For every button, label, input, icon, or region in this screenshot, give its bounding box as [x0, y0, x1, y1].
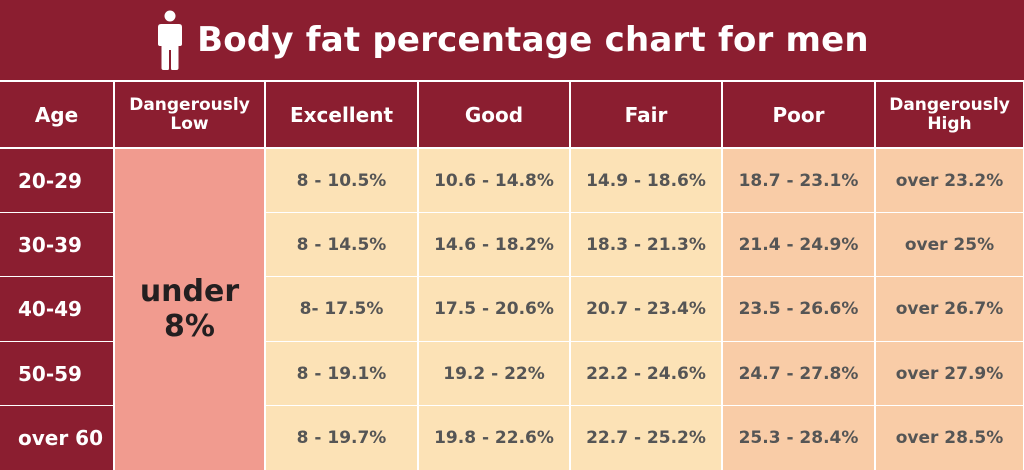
value-cell-dangerously-high: over 26.7% [876, 277, 1023, 341]
header-label-line: Poor [772, 102, 825, 127]
value-cell-poor: 21.4 - 24.9% [723, 213, 874, 276]
value-cell-good: 19.2 - 22% [419, 342, 569, 405]
header-label-line: Low [170, 113, 209, 134]
dangerously-low-cell: under 8% [115, 149, 264, 470]
header-label: Good [465, 104, 523, 126]
value-cell-fair: 22.2 - 24.6% [571, 342, 721, 405]
header-good: Good [419, 82, 569, 147]
header-label-line: Dangerously [129, 94, 250, 115]
value-cell-poor: 24.7 - 27.8% [723, 342, 874, 405]
header-label: Dangerously High [889, 96, 1010, 133]
header-dangerously-low: Dangerously Low [115, 82, 264, 147]
header-label: Excellent [290, 104, 393, 126]
value-cell-excellent: 8- 17.5% [266, 277, 417, 341]
header-label: Dangerously Low [129, 96, 250, 133]
header-excellent: Excellent [266, 82, 417, 147]
body-fat-table: Age Dangerously Low Excellent Good Fair Poor Da… [0, 82, 1024, 470]
value-cell-fair: 18.3 - 21.3% [571, 213, 721, 276]
header-label-line: Dangerously [889, 94, 1010, 115]
value-cell-poor: 25.3 - 28.4% [723, 406, 874, 470]
value-cell-good: 10.6 - 14.8% [419, 149, 569, 212]
value-cell-good: 17.5 - 20.6% [419, 277, 569, 341]
value-cell-dangerously-high: over 25% [876, 213, 1023, 276]
value-cell-poor: 23.5 - 26.6% [723, 277, 874, 341]
value-cell-good: 14.6 - 18.2% [419, 213, 569, 276]
header-label: Poor [772, 104, 824, 126]
value-cell-excellent: 8 - 10.5% [266, 149, 417, 212]
value-cell-excellent: 8 - 19.7% [266, 406, 417, 470]
age-cell: 50-59 [0, 342, 113, 405]
header-label-line: Age [34, 102, 79, 127]
header-label: Fair [625, 104, 668, 126]
age-cell: 30-39 [0, 213, 113, 276]
header-label: Age [35, 104, 78, 126]
age-cell: 20-29 [0, 149, 113, 212]
header-poor: Poor [723, 82, 874, 147]
age-cell: 40-49 [0, 277, 113, 341]
age-cell: over 60 [0, 406, 113, 470]
header-label-line: Excellent [289, 102, 394, 127]
value-cell-dangerously-high: over 23.2% [876, 149, 1023, 212]
person-icon [158, 10, 183, 70]
value-cell-excellent: 8 - 14.5% [266, 213, 417, 276]
dangerously-low-line: 8% [164, 308, 215, 344]
value-cell-fair: 14.9 - 18.6% [571, 149, 721, 212]
header-dangerously-high: Dangerously High [876, 82, 1023, 147]
header-label-line: Fair [624, 102, 668, 127]
value-cell-dangerously-high: over 27.9% [876, 342, 1023, 405]
header-label-line: High [927, 113, 972, 134]
value-cell-fair: 20.7 - 23.4% [571, 277, 721, 341]
value-cell-excellent: 8 - 19.1% [266, 342, 417, 405]
header-label-line: Good [464, 102, 524, 127]
header-age: Age [0, 82, 113, 147]
value-cell-good: 19.8 - 22.6% [419, 406, 569, 470]
header-fair: Fair [571, 82, 721, 147]
value-cell-dangerously-high: over 28.5% [876, 406, 1023, 470]
dangerously-low-label: under 8% [139, 274, 240, 344]
chart-title: Body fat percentage chart for men [197, 20, 869, 60]
dangerously-low-line: under [139, 274, 240, 309]
value-cell-poor: 18.7 - 23.1% [723, 149, 874, 212]
value-cell-fair: 22.7 - 25.2% [571, 406, 721, 470]
title-bar: Body fat percentage chart for men [0, 0, 1024, 80]
